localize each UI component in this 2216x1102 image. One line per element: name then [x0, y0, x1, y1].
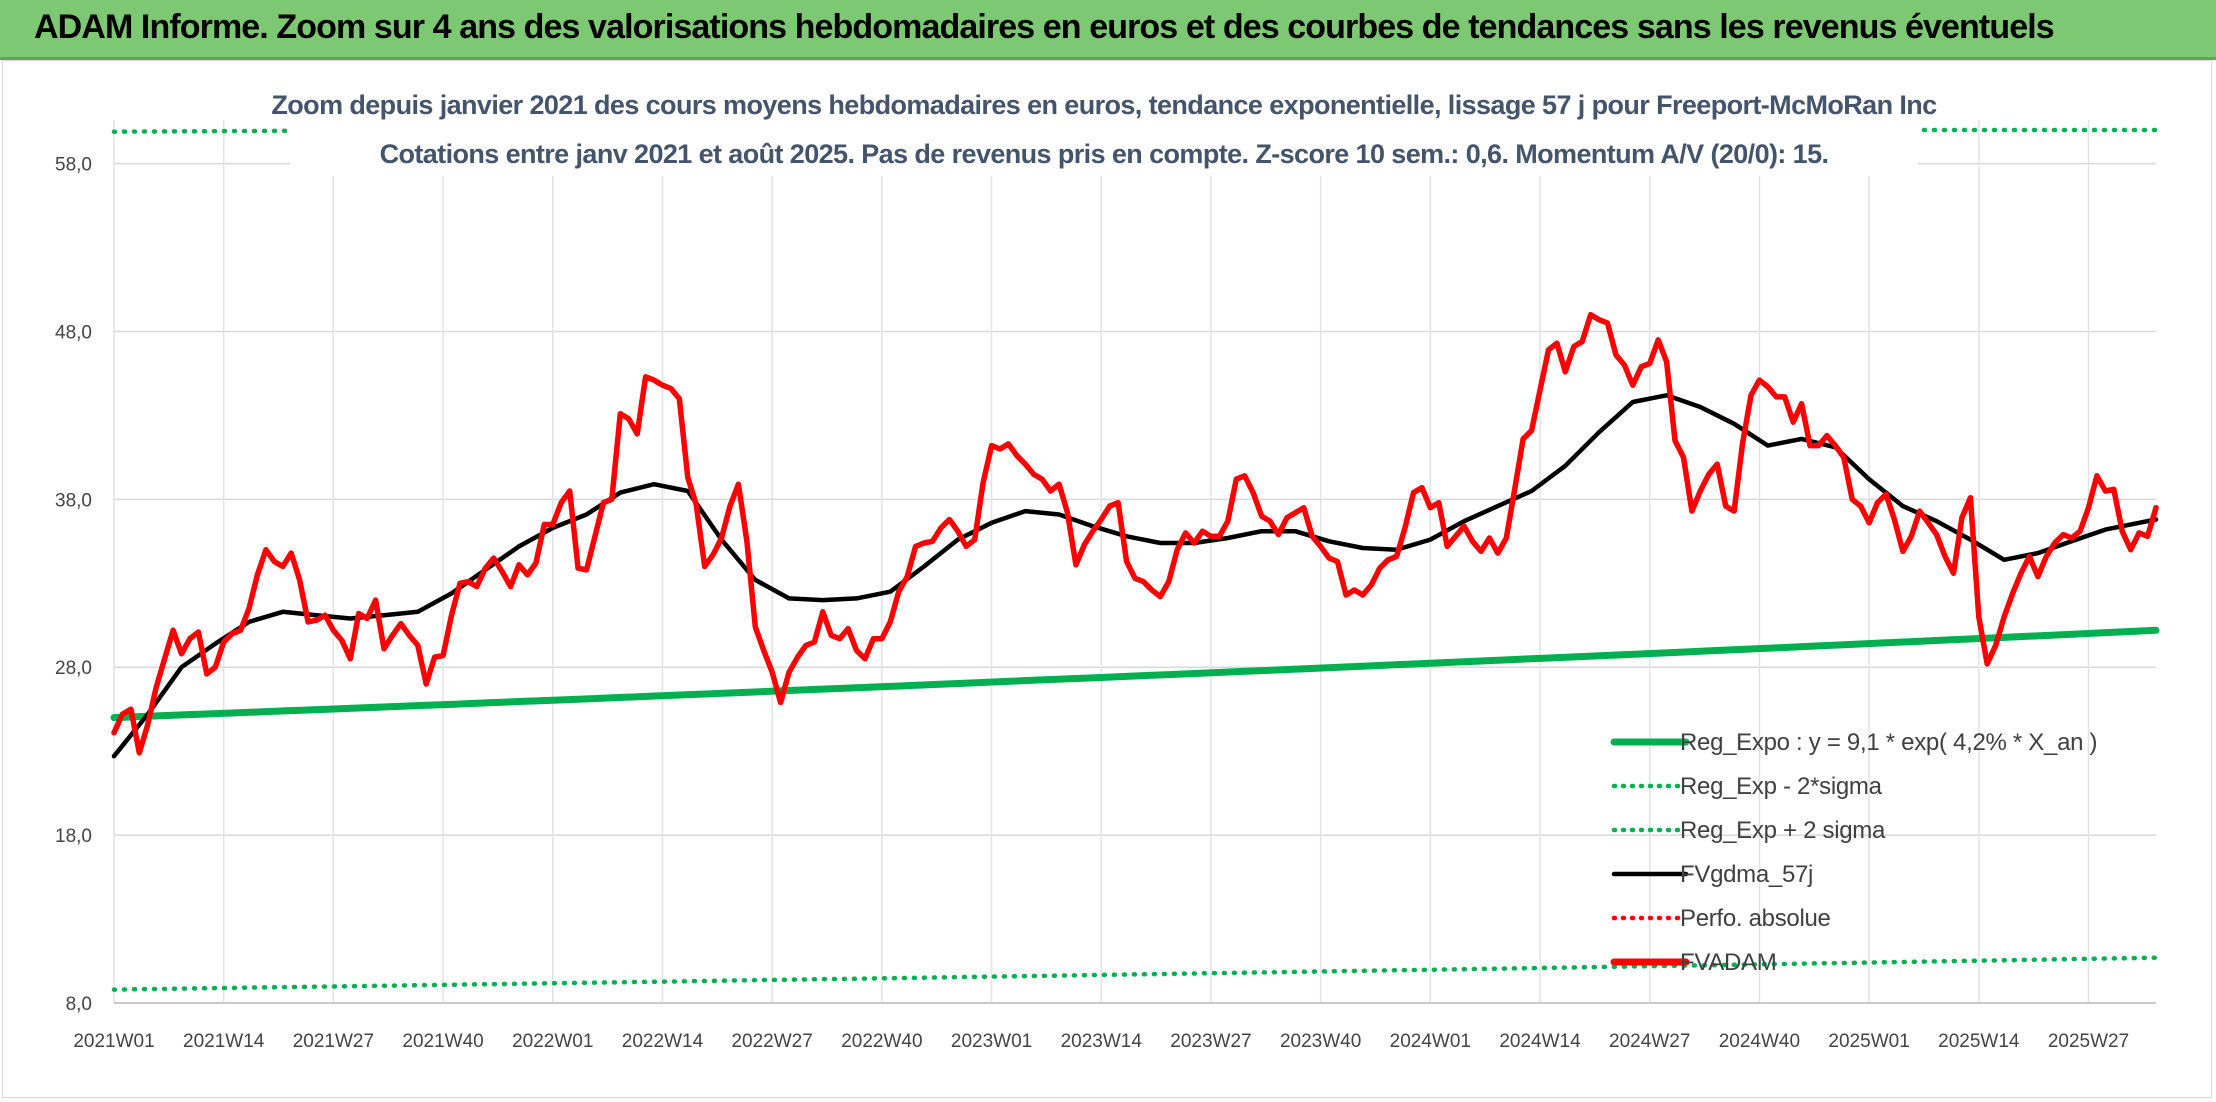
- x-tick-label: 2023W14: [1061, 1031, 1143, 1052]
- x-tick-label: 2023W01: [951, 1031, 1032, 1052]
- x-tick-label: 2023W27: [1170, 1031, 1251, 1052]
- x-tick-label: 2022W14: [622, 1031, 704, 1052]
- legend-label: Reg_Expo : y = 9,1 * exp( 4,2% * X_an ): [1680, 729, 2097, 756]
- x-tick-label: 2025W27: [2048, 1031, 2129, 1052]
- y-tick-label: 18,0: [55, 826, 92, 847]
- y-tick-label: 58,0: [55, 155, 92, 176]
- x-tick-label: 2023W40: [1280, 1031, 1361, 1052]
- y-tick-label: 8,0: [66, 994, 92, 1015]
- series-group: [110, 127, 2160, 992]
- y-tick-label: 48,0: [55, 322, 92, 343]
- series-line-fvadam: [111, 311, 2159, 756]
- chart-title-line1: Zoom depuis janvier 2021 des cours moyen…: [271, 90, 1937, 120]
- x-tick-label: 2021W40: [402, 1031, 483, 1052]
- legend-item: Perfo. absolue: [1611, 905, 1831, 932]
- series-line-reg-expo: [110, 626, 2160, 722]
- x-axis: 2021W01 2021W14 2021W27 2021W40 2022W01 2022W…: [73, 1031, 2129, 1052]
- series-line-reg-exp-2-sigma: [111, 955, 2159, 992]
- x-tick-label: 2024W01: [1390, 1031, 1471, 1052]
- title-background: [290, 84, 1918, 176]
- x-tick-label: 2024W40: [1719, 1031, 1800, 1052]
- legend-item: Reg_Expo : y = 9,1 * exp( 4,2% * X_an ): [1610, 729, 2098, 756]
- y-tick-label: 38,0: [55, 490, 92, 511]
- x-tick-label: 2024W14: [1499, 1031, 1581, 1052]
- legend-label: Reg_Exp - 2*sigma: [1680, 773, 1883, 800]
- y-axis: 8,0 18,0 28,0 38,0 48,0 58,0: [55, 155, 92, 1015]
- x-tick-label: 2021W27: [293, 1031, 374, 1052]
- legend-item: FVADAM: [1610, 949, 1777, 976]
- report-title: ADAM Informe. Zoom sur 4 ans des valoris…: [34, 8, 2055, 46]
- x-tick-label: 2022W40: [841, 1031, 922, 1052]
- legend-label: FVgdma_57j: [1680, 861, 1813, 888]
- chart-frame: [2, 60, 2212, 1098]
- title-banner: ADAM Informe. Zoom sur 4 ans des valoris…: [0, 0, 2216, 60]
- x-tick-label: 2022W27: [731, 1031, 812, 1052]
- legend-item: Reg_Exp - 2*sigma: [1611, 773, 1883, 800]
- x-tick-label: 2024W27: [1609, 1031, 1690, 1052]
- y-tick-label: 28,0: [55, 658, 92, 679]
- legend: Reg_Expo : y = 9,1 * exp( 4,2% * X_an ) R…: [1610, 729, 2098, 976]
- legend-label: FVADAM: [1680, 949, 1776, 976]
- x-tick-label: 2022W01: [512, 1031, 593, 1052]
- grid-lines: [113, 120, 2156, 1004]
- chart-title-line2: Cotations entre janv 2021 et août 2025. …: [380, 139, 1829, 169]
- x-tick-label: 2021W01: [73, 1031, 154, 1052]
- x-tick-label: 2025W14: [1938, 1031, 2020, 1052]
- x-tick-label: 2025W01: [1828, 1031, 1909, 1052]
- legend-item: FVgdma_57j: [1611, 861, 1813, 888]
- legend-label: Perfo. absolue: [1680, 905, 1831, 932]
- legend-item: Reg_Exp + 2 sigma: [1611, 817, 1886, 844]
- legend-label: Reg_Exp + 2 sigma: [1680, 817, 1886, 844]
- x-tick-label: 2021W14: [183, 1031, 265, 1052]
